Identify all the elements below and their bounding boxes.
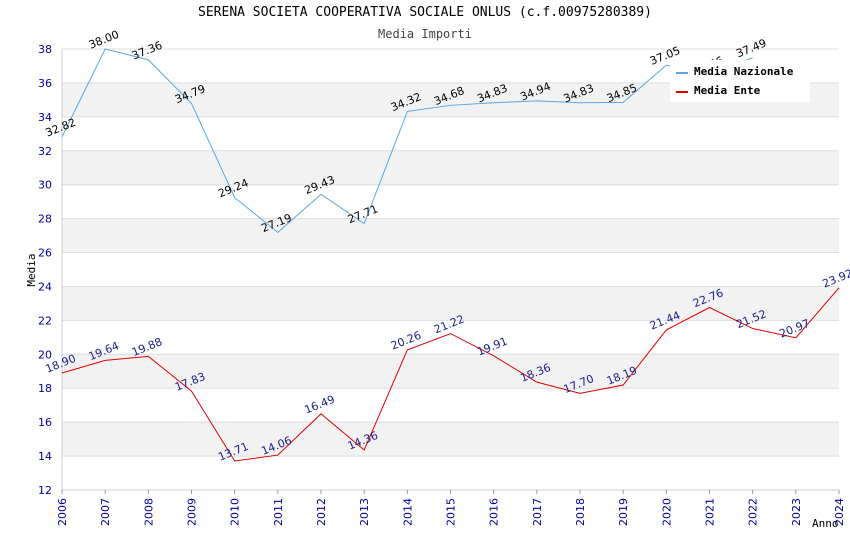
x-tick-label: 2020 — [660, 498, 673, 526]
x-tick-label: 2010 — [229, 498, 242, 526]
grid-band — [62, 286, 839, 321]
x-tick-label: 2022 — [747, 498, 760, 526]
y-tick-label: 14 — [38, 450, 52, 463]
x-tick-label: 2011 — [272, 498, 285, 526]
x-tick-label: 2014 — [401, 498, 414, 526]
x-tick-label: 2017 — [531, 498, 544, 526]
series-line-media-ente — [61, 287, 840, 462]
grid-band — [62, 218, 839, 253]
data-label-media-ente: 20.26 — [389, 329, 423, 353]
y-tick-label: 28 — [38, 213, 52, 226]
x-tick-label: 2023 — [790, 498, 803, 526]
data-label-media-nazionale: 38.00 — [87, 28, 121, 52]
y-axis-title: Media — [25, 253, 38, 286]
data-label-media-nazionale: 37.49 — [734, 36, 768, 60]
legend-box — [670, 60, 810, 102]
y-tick-label: 18 — [38, 382, 52, 395]
y-tick-label: 20 — [38, 348, 52, 361]
x-tick-label: 2012 — [315, 498, 328, 526]
y-tick-label: 12 — [38, 484, 52, 497]
y-tick-label: 32 — [38, 145, 52, 158]
y-tick-label: 30 — [38, 179, 52, 192]
x-tick-label: 2007 — [99, 498, 112, 526]
y-tick-label: 24 — [38, 280, 52, 293]
x-tick-label: 2019 — [617, 498, 630, 526]
legend: Media Nazionale Media Ente — [670, 60, 810, 102]
grid-band — [62, 150, 839, 185]
x-axis-title: Anno — [812, 517, 839, 530]
x-tick-label: 2015 — [445, 498, 458, 526]
series-line-media-nazionale — [61, 48, 753, 234]
x-tick-label: 2013 — [358, 498, 371, 526]
x-tick-label: 2008 — [142, 498, 155, 526]
y-tick-label: 34 — [38, 111, 52, 124]
x-tick-label: 2009 — [186, 498, 199, 526]
x-tick-label: 2024 — [833, 498, 846, 526]
legend-label-media-ente: Media Ente — [694, 84, 761, 97]
x-tick-label: 2018 — [574, 498, 587, 526]
grid-band — [62, 354, 839, 389]
y-tick-label: 36 — [38, 77, 52, 90]
y-tick-label: 38 — [38, 43, 52, 56]
y-tick-label: 16 — [38, 416, 52, 429]
grid-band — [62, 422, 839, 457]
chart-subtitle: Media Importi — [378, 27, 472, 41]
legend-label-media-nazionale: Media Nazionale — [694, 65, 794, 78]
data-label-media-ente: 16.49 — [303, 393, 337, 417]
data-label-media-nazionale: 37.36 — [130, 39, 164, 63]
x-tick-label: 2016 — [488, 498, 501, 526]
x-tick-label: 2021 — [704, 498, 717, 526]
y-tick-label: 22 — [38, 314, 52, 327]
y-tick-label: 26 — [38, 247, 52, 260]
chart-title: SERENA SOCIETA COOPERATIVA SOCIALE ONLUS… — [198, 5, 652, 20]
x-tick-label: 2006 — [56, 498, 69, 526]
